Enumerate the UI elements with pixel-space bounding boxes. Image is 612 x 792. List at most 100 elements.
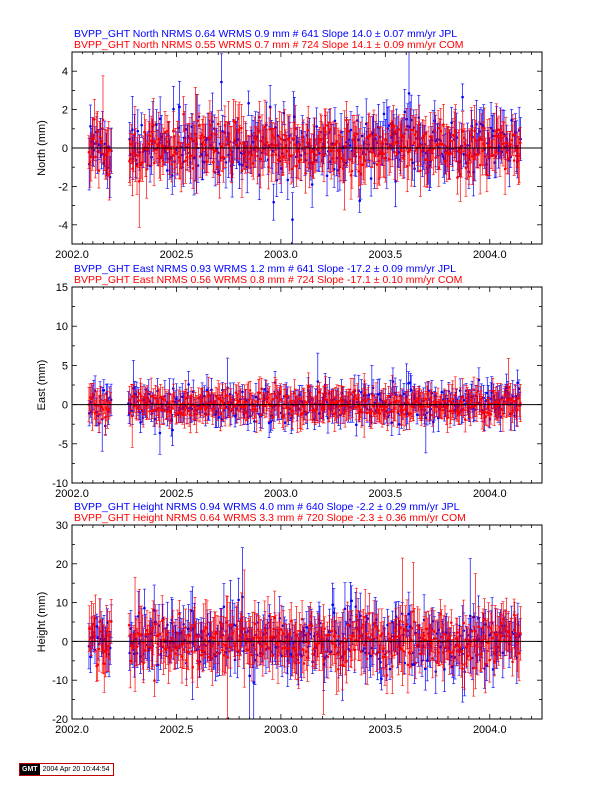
data-point (516, 381, 519, 385)
data-point (459, 172, 462, 176)
data-point (443, 159, 447, 163)
data-point (394, 180, 397, 183)
data-point (220, 80, 223, 84)
data-point (210, 131, 214, 135)
data-point (393, 151, 396, 154)
data-point (397, 128, 401, 131)
data-point (245, 411, 248, 415)
data-point (97, 412, 101, 416)
data-point (158, 117, 162, 121)
data-point (155, 123, 158, 126)
data-point (325, 174, 329, 178)
data-point (128, 411, 132, 414)
data-point (134, 153, 137, 157)
data-point (263, 404, 267, 408)
data-point (211, 120, 214, 123)
data-point (95, 140, 99, 143)
data-point (152, 161, 156, 165)
data-point (375, 163, 379, 166)
data-point (131, 157, 135, 160)
data-point (187, 409, 191, 413)
data-point (173, 400, 177, 403)
data-point (280, 137, 283, 141)
data-point (229, 398, 233, 401)
data-point (165, 410, 169, 414)
data-point (458, 389, 462, 392)
data-point (214, 395, 218, 398)
data-point (374, 133, 378, 137)
data-point (141, 410, 145, 413)
data-point (491, 153, 495, 157)
data-point (304, 172, 307, 175)
data-point (395, 152, 399, 155)
data-point (135, 407, 138, 410)
data-point (150, 155, 153, 159)
data-point (517, 154, 521, 158)
data-point (91, 410, 94, 414)
data-point (251, 162, 255, 165)
data-point (387, 124, 391, 127)
data-point (146, 400, 149, 404)
data-point (194, 404, 197, 408)
data-point (103, 157, 106, 161)
data-point (436, 126, 440, 130)
data-point (340, 157, 344, 160)
data-point (337, 152, 341, 155)
data-point (350, 169, 354, 173)
y-tick-label: 4 (62, 66, 68, 78)
data-point (196, 407, 200, 411)
data-point (246, 401, 249, 404)
data-point (97, 169, 101, 172)
data-point (263, 125, 267, 129)
data-point (250, 153, 254, 157)
data-point (335, 140, 338, 144)
data-point (101, 118, 105, 122)
data-point (165, 129, 169, 133)
data-point (258, 391, 262, 395)
data-point (219, 411, 222, 415)
data-point (130, 142, 133, 146)
data-point (240, 126, 243, 130)
data-point (146, 148, 150, 151)
data-point (169, 410, 172, 414)
data-point (392, 124, 395, 128)
data-point (299, 158, 303, 162)
data-point (402, 135, 406, 139)
data-point (243, 405, 247, 408)
data-point (96, 130, 99, 133)
data-point (415, 413, 419, 416)
data-point (251, 140, 255, 144)
data-point (275, 144, 279, 147)
data-point (171, 153, 175, 157)
data-point (213, 401, 217, 405)
data-point (191, 167, 195, 170)
data-point (286, 178, 290, 182)
data-point (241, 390, 244, 394)
data-point (174, 148, 178, 152)
data-point (254, 407, 257, 411)
data-point (387, 157, 391, 161)
data-point (407, 92, 411, 95)
data-point (471, 154, 474, 158)
data-point (312, 150, 315, 154)
data-point (519, 141, 522, 145)
data-point (109, 149, 113, 152)
data-point (167, 401, 170, 405)
data-point (221, 401, 224, 404)
data-point (184, 159, 187, 163)
data-point (423, 158, 426, 162)
data-point (414, 130, 418, 133)
data-point (363, 159, 367, 163)
data-point (364, 122, 368, 126)
data-point (163, 130, 167, 134)
data-point (207, 136, 211, 139)
data-point (495, 130, 498, 133)
data-point (360, 134, 364, 138)
data-point (343, 145, 347, 149)
data-point (187, 383, 190, 386)
data-point (320, 137, 323, 141)
data-point (273, 136, 276, 140)
data-point (516, 148, 519, 152)
x-tick-label: 2002.0 (55, 249, 89, 261)
data-point (367, 134, 371, 138)
